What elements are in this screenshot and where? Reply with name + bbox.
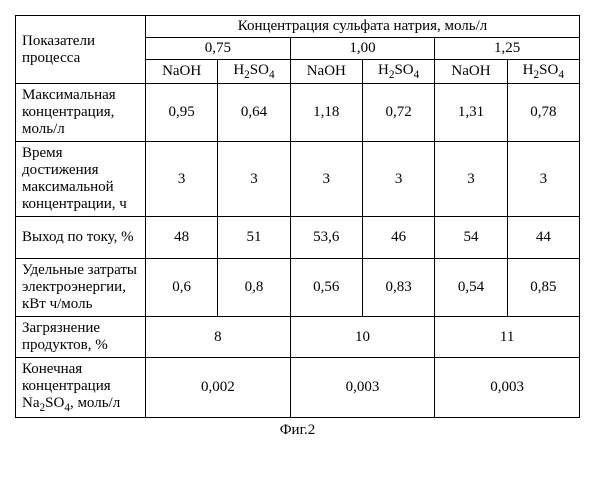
cell: 0,54 <box>435 259 507 317</box>
cell: 3 <box>507 142 579 217</box>
cell: 54 <box>435 217 507 259</box>
cell: 46 <box>362 217 434 259</box>
table-row: Максимальная концентрация, моль/л 0,95 0… <box>16 84 580 142</box>
table-row: Удельные затраты электроэнергии, кВт ч/м… <box>16 259 580 317</box>
cell-merged: 0,002 <box>145 358 290 418</box>
row-label: Выход по току, % <box>16 217 146 259</box>
cell: 1,18 <box>290 84 362 142</box>
cell: 0,85 <box>507 259 579 317</box>
cell: 3 <box>218 142 290 217</box>
cell: 0,64 <box>218 84 290 142</box>
cell: 44 <box>507 217 579 259</box>
cell: 1,31 <box>435 84 507 142</box>
header-h2so4-2: H2SO4 <box>507 60 579 84</box>
table-row: Загрязнение продуктов, % 8 10 11 <box>16 317 580 358</box>
header-conc-0: 0,75 <box>145 38 290 60</box>
cell: 0,56 <box>290 259 362 317</box>
cell: 0,83 <box>362 259 434 317</box>
cell: 53,6 <box>290 217 362 259</box>
header-naoh-0: NaOH <box>145 60 217 84</box>
row-label: Максимальная концентрация, моль/л <box>16 84 146 142</box>
cell: 3 <box>362 142 434 217</box>
cell: 3 <box>145 142 217 217</box>
cell: 0,78 <box>507 84 579 142</box>
header-h2so4-0: H2SO4 <box>218 60 290 84</box>
row-label: Конечная концентрация Na2SO4, моль/л <box>16 358 146 418</box>
cell: 0,95 <box>145 84 217 142</box>
cell: 0,72 <box>362 84 434 142</box>
figure-caption: Фиг.2 <box>15 422 580 439</box>
data-table: Показатели процесса Концентрация сульфат… <box>15 15 580 418</box>
cell-merged: 10 <box>290 317 435 358</box>
table-row: Выход по току, % 48 51 53,6 46 54 44 <box>16 217 580 259</box>
cell: 0,6 <box>145 259 217 317</box>
table-row: Конечная концентрация Na2SO4, моль/л 0,0… <box>16 358 580 418</box>
header-conc-2: 1,25 <box>435 38 580 60</box>
header-conc-1: 1,00 <box>290 38 435 60</box>
header-h2so4-1: H2SO4 <box>362 60 434 84</box>
cell-merged: 8 <box>145 317 290 358</box>
row-label: Время достижения максимальной концентрац… <box>16 142 146 217</box>
header-naoh-1: NaOH <box>290 60 362 84</box>
header-top: Концентрация сульфата натрия, моль/л <box>145 16 579 38</box>
cell: 48 <box>145 217 217 259</box>
cell-merged: 0,003 <box>435 358 580 418</box>
table-row: Время достижения максимальной концентрац… <box>16 142 580 217</box>
cell: 3 <box>290 142 362 217</box>
cell: 0,8 <box>218 259 290 317</box>
cell-merged: 0,003 <box>290 358 435 418</box>
header-naoh-2: NaOH <box>435 60 507 84</box>
row-label: Загрязнение продуктов, % <box>16 317 146 358</box>
cell: 3 <box>435 142 507 217</box>
cell-merged: 11 <box>435 317 580 358</box>
header-param: Показатели процесса <box>16 16 146 84</box>
cell: 51 <box>218 217 290 259</box>
row-label: Удельные затраты электроэнергии, кВт ч/м… <box>16 259 146 317</box>
